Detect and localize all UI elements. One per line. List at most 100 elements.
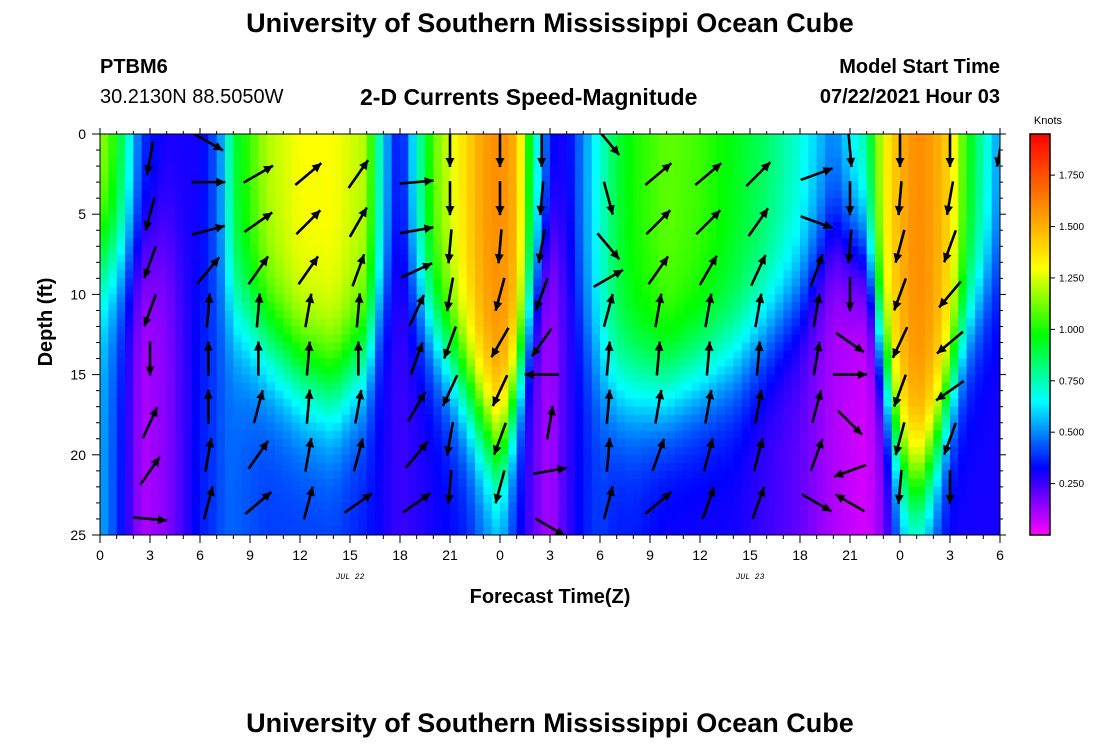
heatmap-cell (441, 182, 451, 191)
heatmap-cell (841, 454, 851, 464)
heatmap-cell (891, 182, 901, 191)
heatmap-cell (583, 214, 593, 223)
heatmap-cell (233, 390, 243, 400)
heatmap-cell (408, 342, 418, 352)
heatmap-cell (825, 462, 834, 472)
heatmap-cell (750, 518, 759, 528)
heatmap-cell (100, 478, 109, 488)
heatmap-cell (541, 142, 551, 151)
heatmap-cell (916, 374, 926, 384)
heatmap-cell (250, 510, 259, 520)
heatmap-cell (383, 182, 393, 191)
heatmap-cell (908, 310, 918, 320)
heatmap-cell (758, 454, 768, 464)
heatmap-cell (216, 158, 226, 167)
heatmap-cell (733, 430, 743, 440)
heatmap-cell (350, 414, 359, 424)
heatmap-cell (266, 406, 276, 416)
heatmap-cell (675, 134, 684, 143)
heatmap-cell (775, 526, 784, 535)
heatmap-cell (541, 166, 551, 175)
heatmap-cell (791, 414, 801, 424)
heatmap-cell (775, 374, 784, 384)
heatmap-cell (283, 166, 293, 175)
heatmap-cell (425, 158, 434, 167)
heatmap-cell (650, 190, 659, 199)
heatmap-cell (850, 446, 859, 456)
heatmap-cell (158, 270, 168, 279)
heatmap-cell (466, 294, 476, 304)
heatmap-cell (783, 318, 793, 328)
heatmap-cell (883, 342, 893, 352)
heatmap-cell (616, 238, 626, 247)
heatmap-cell (383, 518, 393, 528)
heatmap-cell (916, 326, 926, 336)
heatmap-cell (583, 278, 593, 287)
heatmap-cell (525, 430, 534, 440)
heatmap-cell (783, 382, 793, 392)
heatmap-cell (125, 182, 134, 191)
heatmap-cell (766, 526, 776, 535)
heatmap-cell (191, 382, 201, 392)
heatmap-cell (900, 502, 909, 512)
heatmap-cell (191, 374, 201, 384)
heatmap-cell (700, 486, 709, 496)
heatmap-cell (650, 254, 659, 263)
heatmap-cell (475, 414, 484, 424)
heatmap-cell (841, 526, 851, 535)
heatmap-cell (508, 358, 518, 368)
heatmap-cell (291, 406, 301, 416)
heatmap-cell (125, 142, 134, 151)
heatmap-cell (408, 326, 418, 336)
heatmap-cell (850, 438, 859, 448)
heatmap-cell (550, 414, 559, 424)
heatmap-cell (758, 310, 768, 320)
heatmap-cell (116, 358, 126, 368)
heatmap-cell (450, 166, 459, 175)
heatmap-cell (158, 254, 168, 263)
heatmap-cell (891, 486, 901, 496)
heatmap-cell (316, 174, 326, 183)
heatmap-cell (650, 246, 659, 255)
heatmap-cell (283, 478, 293, 488)
heatmap-cell (583, 230, 593, 239)
heatmap-cell (233, 382, 243, 392)
heatmap-cell (691, 206, 701, 215)
heatmap-cell (908, 486, 918, 496)
heatmap-cell (316, 502, 326, 512)
heatmap-cell (691, 438, 701, 448)
heatmap-cell (725, 182, 734, 191)
heatmap-cell (891, 502, 901, 512)
heatmap-cell (258, 198, 268, 207)
heatmap-cell (800, 246, 809, 255)
heatmap-cell (283, 422, 293, 432)
heatmap-cell (516, 350, 526, 360)
heatmap-cell (325, 326, 334, 336)
heatmap-cell (375, 502, 384, 512)
heatmap-cell (708, 158, 718, 167)
heatmap-cell (775, 518, 784, 528)
heatmap-cell (858, 214, 868, 223)
heatmap-cell (241, 390, 251, 400)
heatmap-cell (725, 270, 734, 279)
heatmap-cell (233, 406, 243, 416)
heatmap-cell (550, 182, 559, 191)
heatmap-cell (816, 270, 826, 279)
heatmap-cell (533, 494, 543, 504)
heatmap-cell (266, 286, 276, 295)
heatmap-cell (175, 214, 184, 223)
heatmap-cell (891, 134, 901, 143)
heatmap-cell (625, 454, 634, 464)
heatmap-cell (625, 214, 634, 223)
heatmap-cell (225, 438, 234, 448)
heatmap-cell (366, 230, 376, 239)
heatmap-cell (725, 430, 734, 440)
heatmap-cell (566, 422, 576, 432)
heatmap-cell (600, 158, 609, 167)
heatmap-cell (633, 486, 643, 496)
heatmap-cell (275, 190, 284, 199)
heatmap-cell (150, 262, 159, 271)
heatmap-cell (908, 510, 918, 520)
heatmap-cell (850, 310, 859, 320)
heatmap-cell (866, 502, 876, 512)
